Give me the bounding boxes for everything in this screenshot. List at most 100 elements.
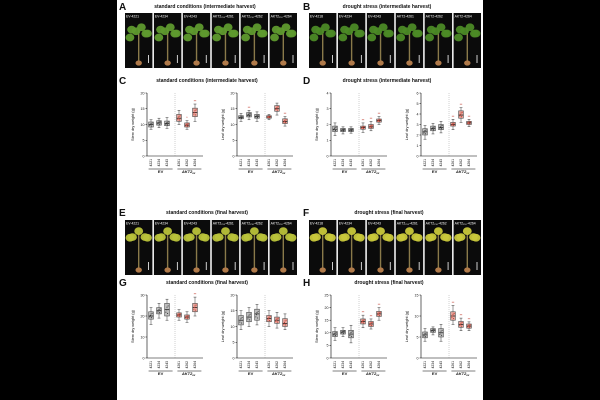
group-label-akt-C-leaf: AKT2ox — [271, 169, 286, 175]
plant-leaf-A-4-1 — [257, 29, 266, 38]
plant-leaf-A-3-4 — [213, 25, 223, 34]
plant-leaf-A-0-1 — [141, 29, 151, 38]
point-C-leaf-3-2 — [268, 115, 270, 117]
plant-root-F-5 — [464, 267, 471, 273]
panel-title-F: drought stress (final harvest) — [354, 210, 424, 216]
y-tick-label-D-stem-1: 1 — [327, 139, 329, 143]
photo-label-F-2: EV-4243 — [368, 222, 381, 226]
sig-mark-D-leaf-5: ** — [468, 115, 471, 119]
point-D-leaf-4-3 — [461, 116, 463, 118]
plant-root-A-1 — [164, 60, 171, 66]
plant-leaf-A-1-4 — [156, 25, 165, 34]
plant-leaf-B-4-1 — [441, 29, 450, 38]
y-tick-label-G-leaf-0: 0 — [233, 356, 235, 360]
photo-label-A-2: EV-4243 — [184, 15, 197, 19]
x-tick-label-H-stem-1: 4234 — [341, 361, 345, 369]
point-C-stem-3-2 — [178, 115, 180, 118]
x-tick-label-G-stem-2: 4243 — [165, 361, 169, 369]
x-tick-label-C-leaf-1: 4234 — [247, 159, 251, 167]
plant-root-B-4 — [435, 60, 442, 66]
point-G-leaf-2-3 — [257, 317, 259, 319]
x-tick-label-G-stem-1: 4234 — [157, 361, 161, 369]
plant-root-B-0 — [319, 60, 326, 66]
plant-root-A-5 — [280, 60, 287, 66]
x-tick-label-D-leaf-3: 4261 — [451, 159, 455, 167]
point-H-leaf-2-3 — [441, 334, 443, 336]
sig-mark-H-leaf-3: ** — [452, 301, 455, 305]
plant-leaf-A-4-4 — [242, 25, 252, 34]
point-H-stem-2-4 — [351, 331, 353, 333]
x-tick-label-D-leaf-1: 4234 — [431, 159, 435, 167]
y-tick-label-H-leaf-1: 5 — [417, 335, 419, 339]
y-tick-label-C-stem-2: 10 — [141, 123, 145, 127]
point-H-leaf-3-3 — [453, 317, 455, 320]
point-C-stem-5-1 — [193, 111, 195, 113]
y-label-C-leaf: Leaf dry weight (g) — [221, 108, 225, 140]
panel-letter-B: B — [303, 2, 310, 13]
plant-leaf-F-4-4 — [425, 233, 434, 242]
point-G-leaf-2-1 — [255, 314, 257, 316]
point-D-stem-3-2 — [362, 126, 364, 128]
sig-mark-H-leaf-5: ** — [468, 317, 471, 321]
y-tick-label-G-stem-2: 20 — [141, 314, 145, 318]
point-C-stem-4-2 — [186, 123, 188, 125]
sig-mark-C-leaf-5: ** — [284, 112, 287, 116]
point-G-stem-2-4 — [167, 305, 169, 307]
group-label-akt-sub-D-leaf: ox — [466, 172, 470, 175]
x-tick-label-C-leaf-4: 4262 — [275, 159, 279, 167]
point-G-stem-4-2 — [186, 315, 188, 317]
point-C-stem-4-3 — [187, 125, 189, 127]
point-C-leaf-2-4 — [257, 114, 259, 116]
group-label-ev-G-leaf: EV — [248, 371, 254, 376]
y-tick-label-H-stem-3: 15 — [325, 319, 329, 323]
point-H-leaf-3-4 — [453, 312, 455, 315]
point-C-leaf-1-3 — [249, 115, 251, 117]
group-label-akt-H-stem: AKT2ox — [365, 371, 380, 377]
y-tick-label-C-leaf-0: 0 — [233, 154, 235, 158]
x-tick-label-C-leaf-3: 4261 — [267, 159, 271, 167]
x-tick-label-D-stem-0: 4221 — [333, 159, 337, 167]
panel-letter-G: G — [119, 278, 127, 289]
plant-root-F-4 — [435, 267, 442, 273]
plant-leaf-A-2-5 — [183, 33, 193, 42]
plant-leaf-E-5-1 — [285, 233, 294, 241]
plant-root-A-0 — [135, 60, 142, 66]
group-label-akt-G-leaf: AKT2ox — [271, 371, 286, 377]
plant-leaf-A-5-5 — [270, 33, 279, 42]
group-label-akt-sub-G-leaf: ox — [282, 374, 286, 377]
point-C-stem-0-0 — [149, 124, 151, 127]
x-tick-label-C-stem-5: 4264 — [193, 159, 197, 167]
point-D-stem-0-4 — [335, 126, 337, 128]
point-G-leaf-4-1 — [275, 319, 277, 321]
plant-root-A-3 — [222, 60, 229, 66]
point-H-stem-1-4 — [343, 330, 345, 332]
point-D-leaf-4-4 — [461, 111, 463, 113]
group-label-akt-sub-C-stem: ox — [192, 172, 196, 175]
point-H-leaf-0-2 — [424, 333, 426, 335]
y-tick-label-H-stem-5: 25 — [325, 293, 329, 297]
x-tick-label-G-stem-4: 4262 — [185, 361, 189, 369]
plant-leaf-F-1-2 — [347, 227, 357, 235]
point-H-leaf-3-0 — [451, 317, 453, 319]
plant-root-E-3 — [222, 267, 229, 273]
point-D-leaf-5-4 — [469, 121, 471, 123]
y-label-H-stem: Stem dry weight (g) — [315, 309, 319, 343]
point-C-leaf-3-4 — [269, 115, 271, 117]
y-tick-label-G-leaf-1: 5 — [233, 341, 235, 345]
plant-leaf-E-0-4 — [125, 233, 135, 242]
point-C-stem-1-3 — [159, 123, 161, 125]
plant-leaf-F-5-1 — [469, 233, 478, 241]
x-tick-label-D-stem-4: 4262 — [369, 159, 373, 167]
point-C-stem-1-2 — [158, 121, 160, 123]
point-C-stem-5-0 — [193, 113, 195, 115]
plant-root-F-0 — [319, 267, 326, 273]
y-tick-label-G-leaf-3: 15 — [231, 309, 235, 313]
point-C-leaf-1-0 — [247, 115, 249, 117]
plant-leaf-F-0-1 — [324, 233, 334, 241]
plant-leaf-B-2-1 — [383, 29, 393, 38]
point-H-stem-3-4 — [363, 319, 365, 321]
point-D-leaf-0-2 — [424, 130, 426, 132]
point-H-stem-4-0 — [369, 324, 371, 326]
point-H-stem-3-1 — [361, 320, 363, 323]
point-G-stem-3-1 — [177, 314, 179, 316]
